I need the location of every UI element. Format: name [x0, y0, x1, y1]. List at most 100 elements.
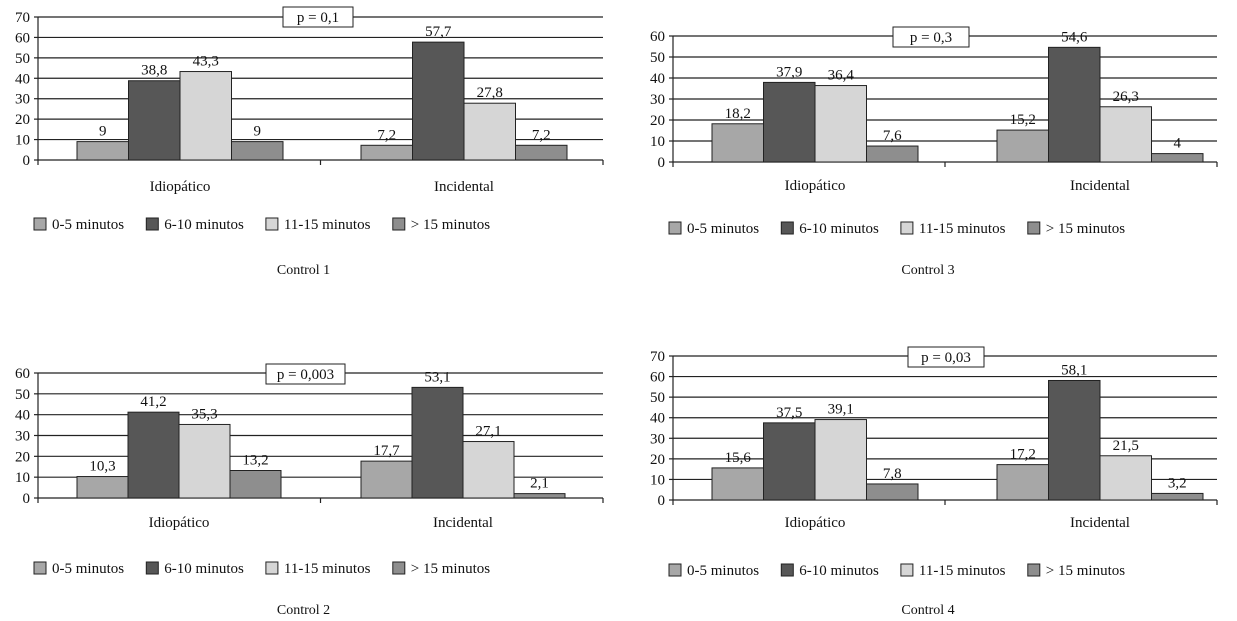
- data-label: 9: [99, 124, 107, 140]
- legend: 0-5 minutos 6-10 minutos 11-15 minutos > 15…: [33, 561, 490, 577]
- bar: [1151, 153, 1204, 163]
- bar: [996, 464, 1049, 501]
- data-label: 58,1: [1061, 362, 1087, 378]
- data-label: 18,2: [725, 106, 751, 122]
- data-label: 36,4: [828, 68, 855, 84]
- data-label: 15,2: [1010, 112, 1036, 128]
- bar: [229, 470, 282, 499]
- data-label: 27,8: [477, 85, 503, 101]
- legend-label: 6-10 minutos: [799, 221, 879, 237]
- p-value-box: [907, 346, 985, 368]
- legend-swatch: [265, 217, 279, 231]
- x-category-label: Incidental: [433, 515, 493, 531]
- y-tick-label: 10: [15, 133, 30, 149]
- y-tick-label: 60: [650, 370, 665, 386]
- legend-label: 0-5 minutos: [687, 221, 759, 237]
- data-label: 37,9: [776, 64, 802, 80]
- y-tick-label: 20: [15, 112, 30, 128]
- bar: [463, 102, 516, 161]
- y-tick-label: 0: [23, 491, 31, 507]
- bar: [411, 386, 464, 499]
- legend: 0-5 minutos 6-10 minutos 11-15 minutos > 15…: [33, 217, 490, 233]
- y-tick-label: 20: [650, 452, 665, 468]
- data-label: 10,3: [89, 459, 115, 475]
- bar: [412, 41, 465, 161]
- y-tick-label: 70: [15, 10, 30, 26]
- legend-swatch: [33, 217, 47, 231]
- y-tick-label: 60: [15, 366, 30, 382]
- bar: [1151, 492, 1204, 501]
- bar: [76, 141, 129, 161]
- legend-swatch: [392, 561, 406, 575]
- legend-label: 11-15 minutos: [284, 217, 371, 233]
- data-label: 41,2: [140, 394, 166, 410]
- chart-panel: 0 10 20 30 40 50 60 70 15,6 37,5 39,1 7,8 Idiopático…: [650, 346, 1218, 618]
- y-tick-label: 30: [650, 431, 665, 447]
- y-tick-label: 50: [650, 390, 665, 406]
- y-tick-label: 30: [15, 92, 30, 108]
- bar: [515, 144, 568, 161]
- bar: [1099, 455, 1152, 501]
- legend-label: 11-15 minutos: [284, 561, 371, 577]
- x-category-label: Idiopático: [149, 515, 210, 531]
- data-label: 54,6: [1061, 29, 1088, 45]
- bar: [763, 422, 816, 501]
- data-label: 35,3: [191, 406, 217, 422]
- legend-label: 0-5 minutos: [52, 217, 124, 233]
- legend-swatch: [780, 563, 794, 577]
- legend-swatch: [780, 221, 794, 235]
- y-tick-label: 40: [15, 408, 30, 424]
- legend-swatch: [668, 563, 682, 577]
- bar: [1048, 379, 1101, 501]
- legend-label: 0-5 minutos: [52, 561, 124, 577]
- data-label: 4: [1174, 136, 1182, 152]
- data-label: 3,2: [1168, 475, 1187, 491]
- legend-label: > 15 minutos: [411, 561, 490, 577]
- legend-swatch: [1027, 221, 1041, 235]
- bar: [179, 71, 232, 161]
- bar: [866, 145, 919, 163]
- y-tick-label: 60: [15, 30, 30, 46]
- y-tick-label: 50: [15, 387, 30, 403]
- bar: [360, 144, 413, 161]
- y-tick-label: 50: [15, 51, 30, 67]
- legend-label: > 15 minutos: [411, 217, 490, 233]
- data-label: 53,1: [424, 369, 450, 385]
- bar: [513, 493, 566, 499]
- legend-label: 0-5 minutos: [687, 563, 759, 579]
- y-tick-label: 0: [23, 153, 31, 169]
- y-tick-label: 10: [15, 470, 30, 486]
- data-label: 7,6: [883, 128, 902, 144]
- legend-swatch: [33, 561, 47, 575]
- data-label: 7,8: [883, 466, 902, 482]
- data-label: 21,5: [1113, 438, 1139, 454]
- legend-label: > 15 minutos: [1046, 563, 1125, 579]
- p-value-box: [265, 363, 346, 385]
- bar: [231, 141, 284, 161]
- legend-label: 11-15 minutos: [919, 563, 1006, 579]
- y-tick-label: 30: [650, 92, 665, 108]
- y-tick-label: 20: [15, 449, 30, 465]
- legend-label: 6-10 minutos: [164, 561, 244, 577]
- bar: [996, 129, 1049, 163]
- legend-label: 6-10 minutos: [164, 217, 244, 233]
- bar: [1048, 46, 1101, 163]
- bar: [814, 85, 867, 163]
- bar: [814, 419, 867, 501]
- data-label: 57,7: [425, 24, 452, 40]
- chart-panel: 0 10 20 30 40 50 60 18,2 37,9 36,4 7,6 Idiopático 15…: [650, 26, 1218, 278]
- p-value-annotation: p = 0,3: [910, 30, 952, 46]
- legend-swatch: [265, 561, 279, 575]
- chart-panel: 0 10 20 30 40 50 60 10,3 41,2 35,3 13,2 Idiopático 1…: [15, 363, 604, 618]
- y-tick-label: 30: [15, 429, 30, 445]
- x-category-label: Incidental: [1070, 515, 1130, 531]
- p-value-annotation: p = 0,03: [921, 350, 971, 366]
- x-category-label: Incidental: [434, 179, 494, 195]
- data-label: 39,1: [828, 402, 854, 418]
- p-value-annotation: p = 0,003: [277, 367, 334, 383]
- bar: [128, 80, 181, 161]
- p-value-box: [282, 6, 354, 28]
- y-tick-label: 0: [658, 155, 666, 171]
- chart-panel: 0 10 20 30 40 50 60 70 9 38,8 43,3 9 Idiopático 7,2 57…: [15, 6, 604, 278]
